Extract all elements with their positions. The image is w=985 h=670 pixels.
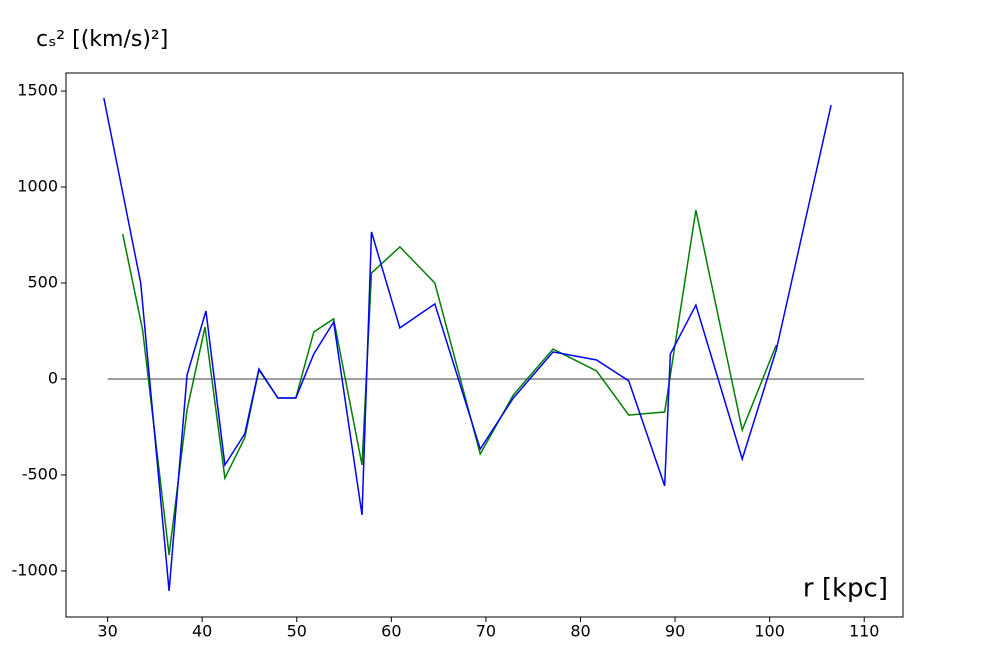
x-tick-label: 30 <box>97 622 117 641</box>
y-tick-label: 0 <box>48 368 58 387</box>
plot-frame <box>65 72 904 618</box>
y-tick-label: 500 <box>27 272 58 291</box>
y-tick-label: 1000 <box>17 177 58 196</box>
y-tick-label: -500 <box>22 464 58 483</box>
x-tick-label: 100 <box>754 622 785 641</box>
x-axis-label: r [kpc] <box>803 574 888 604</box>
y-tick-label: 1500 <box>17 81 58 100</box>
series-line <box>122 209 777 556</box>
x-tick-label: 40 <box>192 622 212 641</box>
y-tick-label: -1000 <box>12 560 59 579</box>
series-line <box>103 97 832 591</box>
y-axis-label: cₛ² [(km/s)²] <box>36 27 168 52</box>
x-tick-label: 50 <box>287 622 307 641</box>
x-tick-label: 70 <box>476 622 496 641</box>
x-tick-label: 110 <box>849 622 880 641</box>
x-tick-label: 90 <box>665 622 685 641</box>
x-tick-label: 80 <box>570 622 590 641</box>
x-tick-label: 60 <box>381 622 401 641</box>
